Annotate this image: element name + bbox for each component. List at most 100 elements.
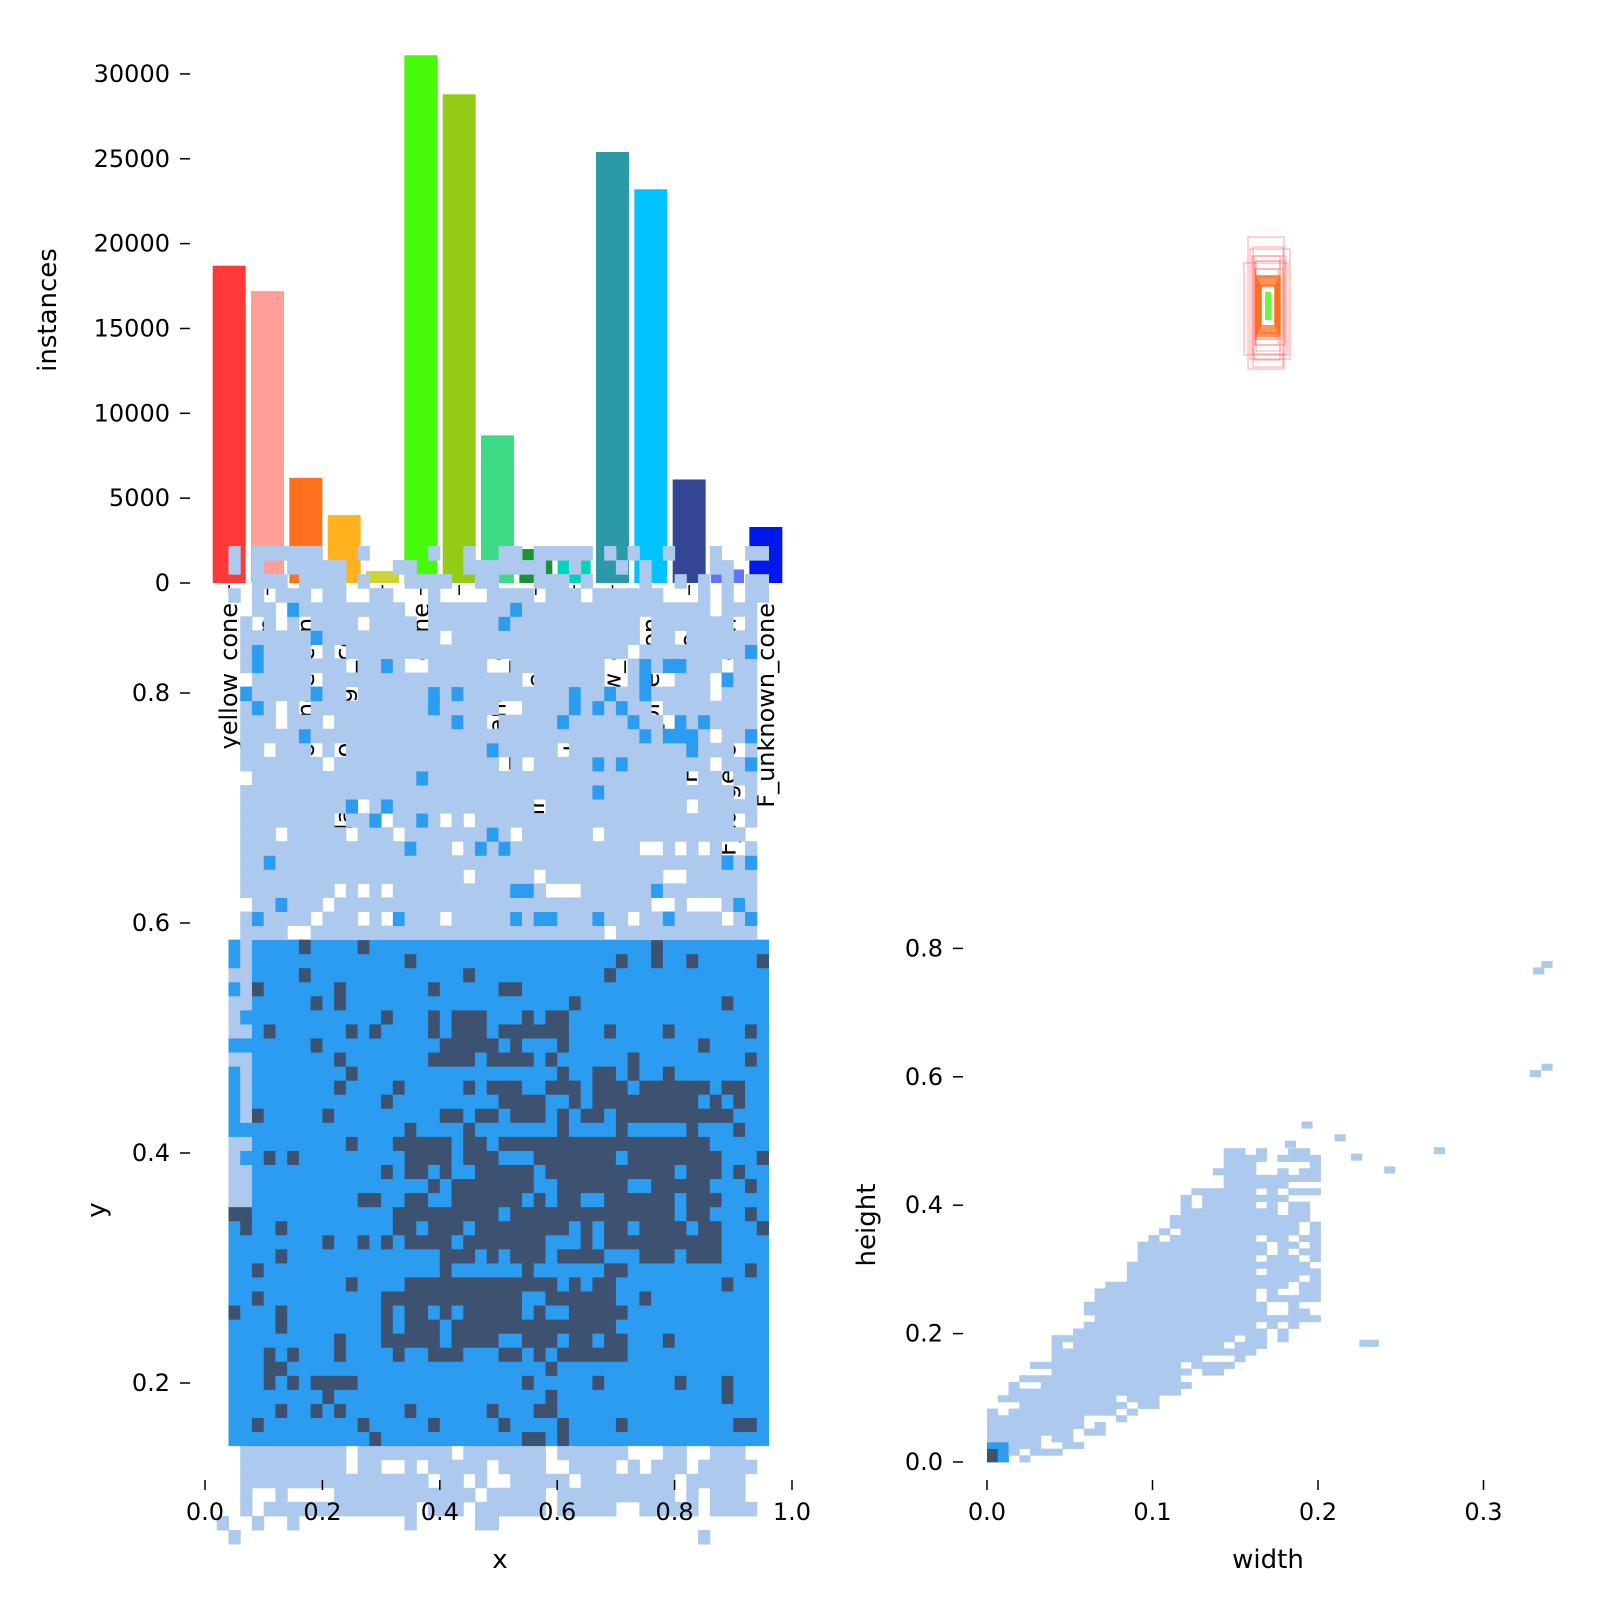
xy-density-cell: [369, 785, 382, 800]
xy-density-cell: [521, 1262, 535, 1278]
xy-density-cell: [580, 756, 593, 772]
wh-density-cell: [1298, 1268, 1311, 1276]
wh-density-cell: [1202, 1241, 1214, 1249]
xy-density-cell: [486, 1052, 499, 1067]
xy-density-cell: [545, 616, 558, 631]
xy-density-cell: [510, 1487, 523, 1503]
xy-density-cell: [240, 1122, 253, 1137]
xy-density-cell: [721, 630, 734, 645]
xy-density-cell: [275, 953, 288, 969]
wh-density-cell: [1191, 1355, 1203, 1363]
xy-density-cell: [251, 700, 265, 716]
xy-density-cell: [545, 1375, 558, 1390]
wh-density-cell: [1309, 1174, 1321, 1182]
wh-density-cell: [1148, 1395, 1160, 1403]
xy-density-cell: [580, 1389, 593, 1404]
xy-density-cell: [298, 1417, 312, 1433]
wh-density-cell: [1277, 1315, 1289, 1323]
xy-density-cell: [674, 981, 687, 997]
xy-density-cell: [709, 742, 723, 758]
xy-density-cell: [545, 1094, 558, 1109]
xy-density-cell: [463, 1431, 476, 1447]
xy-density-cell: [733, 1487, 746, 1503]
wh-density-cell: [1245, 1214, 1257, 1223]
wh-density-cell: [1266, 1315, 1278, 1323]
xy-density-cell: [568, 1417, 582, 1433]
xy-density-cell: [322, 1066, 335, 1081]
xy-density-cell: [240, 841, 253, 856]
xy-density-cell: [287, 644, 300, 659]
xy-density-cell: [639, 1431, 652, 1447]
xy-density-cell: [298, 546, 312, 561]
xy-density-cell: [369, 1445, 382, 1461]
xy-density-cell: [580, 995, 593, 1011]
xy-density-cell: [521, 1473, 535, 1489]
wh-x-tick-label: 0.2: [1299, 1498, 1337, 1526]
wh-density-cell: [1298, 1315, 1311, 1323]
xy-density-cell: [369, 995, 382, 1011]
xy-density-cell: [521, 1501, 535, 1517]
wh-density-cell: [1159, 1281, 1171, 1289]
xy-y-axis: 0.20.40.60.8: [132, 679, 190, 1397]
wh-density-cell: [1223, 1201, 1235, 1209]
xy-density-cell: [428, 1094, 441, 1109]
xy-density-cell: [475, 1276, 488, 1292]
xy-density-cell: [345, 1291, 359, 1306]
xy-density-cell: [345, 630, 359, 645]
xy-density-cell: [357, 1431, 370, 1447]
xy-density-cell: [357, 1417, 370, 1433]
xy-density-cell: [287, 1333, 300, 1348]
wh-density-cell: [1191, 1301, 1203, 1309]
xy-density-cell: [475, 742, 488, 758]
xy-density-cell: [698, 869, 711, 884]
xy-density-cell: [580, 1291, 593, 1306]
xy-density-cell: [251, 574, 265, 589]
xy-density-cell: [639, 644, 652, 659]
xy-density-cell: [486, 1178, 499, 1194]
xy-density-cell: [686, 616, 699, 631]
xy-density-cell: [627, 799, 640, 814]
xy-density-cell: [240, 939, 253, 955]
xy-density-cell: [686, 855, 699, 870]
xy-density-cell: [615, 588, 629, 603]
xy-density-cell: [322, 813, 335, 828]
wh-density-cell: [1277, 1221, 1289, 1229]
xy-density-cell: [486, 1361, 499, 1376]
xy-x-tick-label: 0.2: [303, 1498, 341, 1526]
xy-density-cell: [451, 869, 464, 884]
wh-density-cell: [1148, 1375, 1160, 1383]
xy-density-cell: [557, 925, 570, 941]
xy-density-cell: [392, 925, 406, 941]
wh-density-cell: [1083, 1328, 1095, 1336]
xy-density-cell: [521, 1276, 535, 1292]
xy-density-cell: [310, 560, 323, 575]
xy-density-cell: [498, 1431, 511, 1447]
wh-density-cell: [1180, 1301, 1192, 1309]
xy-density-cell: [557, 658, 570, 674]
wh-density-cell: [1137, 1308, 1149, 1316]
xy-density-cell: [451, 686, 464, 702]
xy-density-cell: [392, 602, 406, 617]
xy-density-cell: [709, 1262, 723, 1278]
xy-density-cell: [698, 728, 711, 744]
xy-density-cell: [369, 1080, 382, 1095]
xy-density-cell: [721, 897, 734, 912]
wh-density-cell: [1223, 1234, 1235, 1243]
xy-density-cell: [251, 785, 265, 800]
xy-density-cell: [533, 1487, 546, 1503]
xy-density-cell: [334, 770, 347, 786]
xy-density-cell: [627, 1108, 640, 1123]
wh-density-cell: [1277, 1335, 1289, 1343]
xy-density-cell: [651, 644, 664, 659]
xy-density-cell: [357, 1220, 370, 1236]
xy-density-cell: [709, 546, 723, 561]
xy-density-cell: [557, 813, 570, 828]
xy-density-cell: [287, 742, 300, 758]
wh-density-cell: [1191, 1261, 1203, 1269]
xy-density-cell: [533, 925, 546, 941]
wh-density-cell: [1148, 1301, 1160, 1309]
xy-density-cell: [451, 1305, 464, 1320]
xy-density-cell: [639, 981, 652, 997]
wh-density-cell: [1019, 1441, 1031, 1450]
xy-density-cell: [392, 1305, 406, 1320]
